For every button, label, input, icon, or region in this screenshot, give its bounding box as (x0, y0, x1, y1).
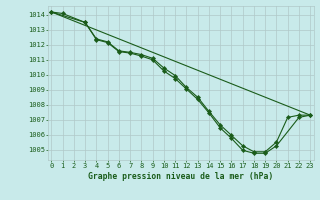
X-axis label: Graphe pression niveau de la mer (hPa): Graphe pression niveau de la mer (hPa) (88, 172, 273, 181)
